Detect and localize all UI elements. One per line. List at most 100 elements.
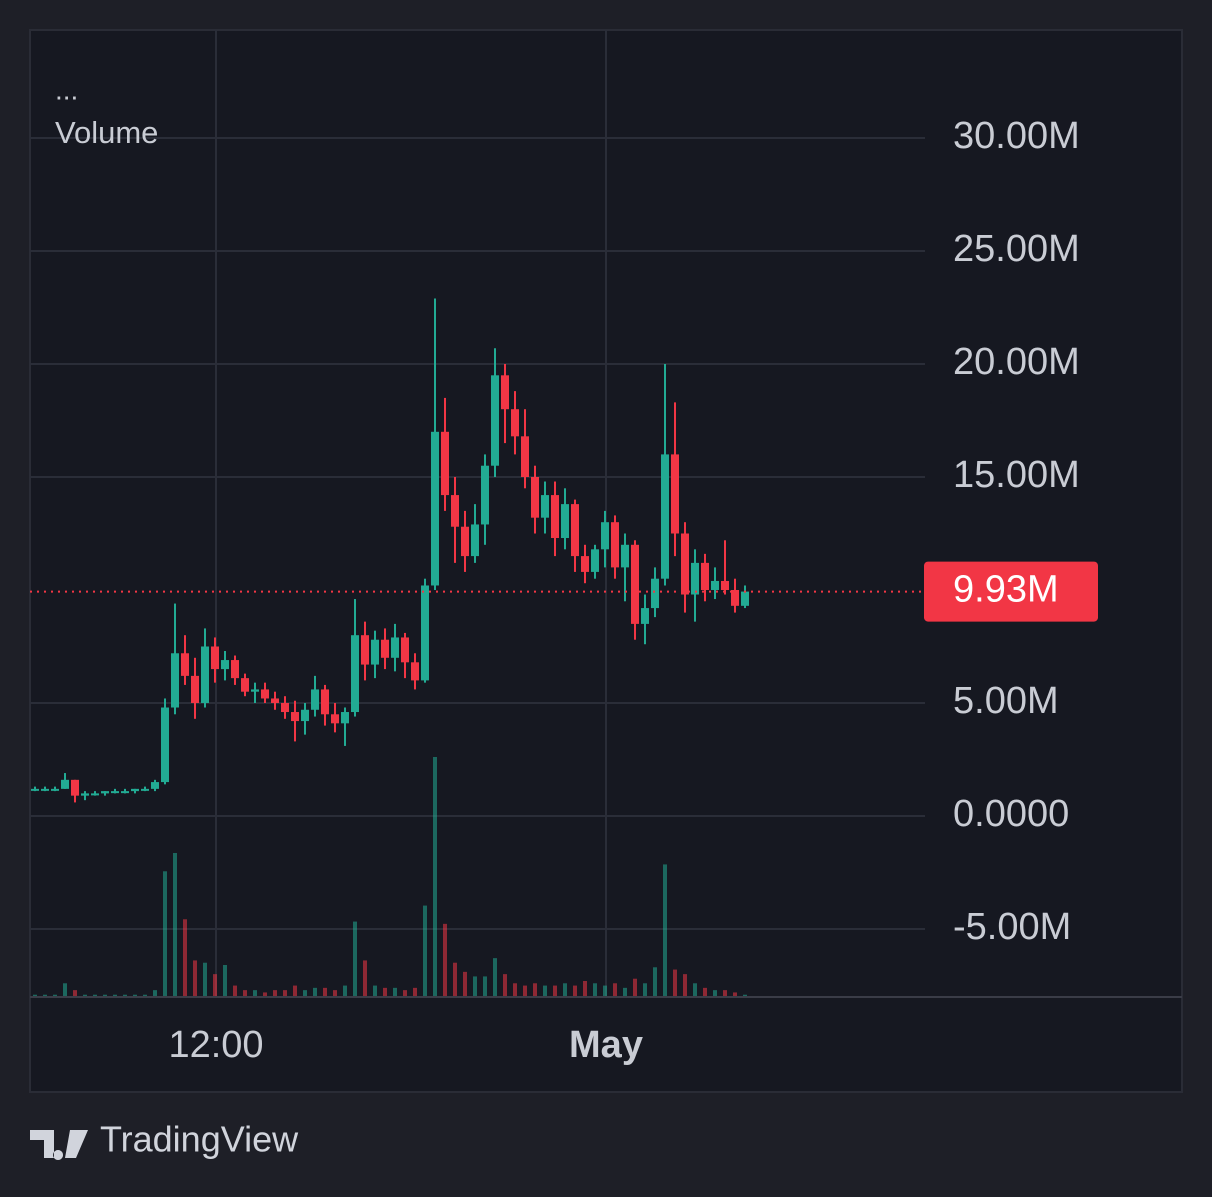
volume-bar [633,978,637,997]
volume-bar [273,990,277,997]
x-tick-label: May [569,1024,643,1066]
volume-bar [283,990,287,997]
candle-body [201,646,209,703]
candle-body [631,544,639,624]
candle-body [511,409,519,437]
tradingview-logo[interactable]: TradingView [30,1119,299,1160]
volume-bar [213,974,217,997]
last-price-label: 9.93M [953,569,1059,611]
volume-bar [463,971,467,997]
candle-body [61,779,69,789]
candle-body [241,678,249,692]
volume-bar [193,960,197,997]
logo-icon [30,1130,88,1160]
candle-body [191,675,199,703]
candle-body [661,454,669,579]
candle-body [71,779,79,796]
volume-bar [493,958,497,997]
candle-body [391,637,399,658]
volume-bar [153,990,157,997]
volume-bar [83,994,87,997]
volume-bar [473,976,477,997]
candle-body [91,793,99,796]
volume-bar [393,987,397,997]
volume-bar [673,969,677,997]
candle-body [471,524,479,557]
y-tick-label: -5.00M [953,906,1071,948]
candle-body [491,375,499,466]
candle-body [461,526,469,557]
candle-body [51,788,59,791]
y-tick-label: 5.00M [953,680,1059,722]
volume-bar [693,983,697,997]
volume-bar [723,990,727,997]
volume-bar [713,990,717,997]
candle-body [311,689,319,710]
candle-body [261,689,269,699]
candle-body [211,646,219,670]
candle-body [151,782,159,789]
candle-body [651,578,659,609]
candle-body [41,788,49,791]
candle-body [681,533,689,595]
volume-bar [443,923,447,997]
volume-bar [573,985,577,997]
candle-body [641,608,649,624]
y-tick-label: 25.00M [953,228,1080,270]
candle-body [731,589,739,606]
candle-body [331,714,339,724]
volume-bar [93,994,97,997]
candle-body [521,436,529,478]
candle-body [221,660,229,670]
volume-bar [163,871,167,997]
volume-bar [113,994,117,997]
candle-body [621,544,629,568]
volume-bar [683,974,687,997]
volume-bar [703,987,707,997]
volume-bar [663,864,667,997]
candle-body [141,788,149,791]
candle-body [121,791,129,794]
last-price-box [924,561,1098,622]
volume-bar [483,976,487,997]
volume-bar [223,965,227,997]
volume-bar [593,983,597,997]
volume-bar [733,992,737,997]
volume-bar [333,990,337,997]
volume-bar [623,987,627,997]
volume-bar [313,987,317,997]
candle-body [401,637,409,663]
volume-bar [503,974,507,997]
volume-bar [583,981,587,997]
volume-bar [233,985,237,997]
volume-bar [73,990,77,997]
volume-bar [553,985,557,997]
candle-layer [31,298,749,803]
y-tick-label: 15.00M [953,454,1080,496]
candle-body [161,707,169,783]
volume-bar [353,921,357,997]
volume-bar [423,905,427,997]
candle-body [101,791,109,794]
volume-bar [243,990,247,997]
candle-body [291,712,299,722]
volume-bar [613,983,617,997]
candle-body [251,689,259,692]
volume-bar [433,757,437,997]
candle-body [721,580,729,590]
candle-body [421,585,429,681]
candle-body [741,591,749,606]
x-tick-label: 12:00 [168,1024,263,1066]
candle-body [351,635,359,713]
candle-body [581,556,589,572]
candle-body [441,431,449,496]
candle-body [671,454,679,534]
candle-body [281,702,289,713]
volume-bar [53,994,57,997]
volume-bar [563,983,567,997]
volume-bar [643,983,647,997]
volume-bar [373,985,377,997]
menu-dots[interactable]: ... [55,74,78,105]
volume-layer [33,757,747,997]
candle-body [571,504,579,557]
